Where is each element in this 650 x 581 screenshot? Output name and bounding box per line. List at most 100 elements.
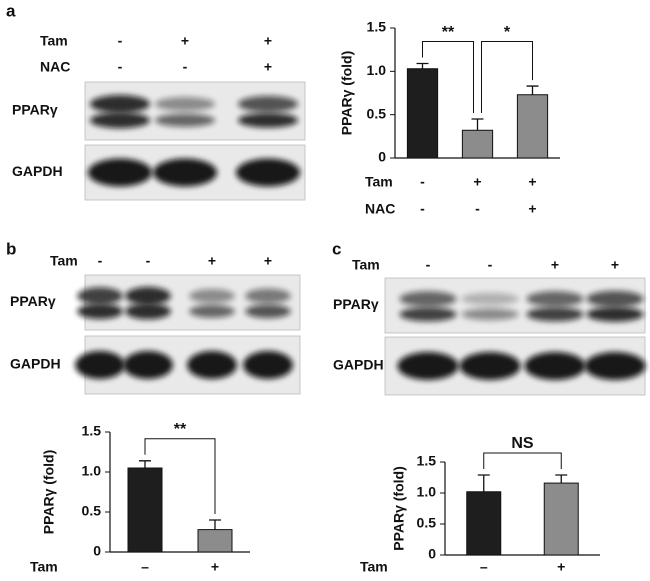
lane-sign: -	[426, 257, 431, 273]
error-bar	[471, 118, 484, 131]
band-label: GAPDH	[10, 356, 61, 372]
y-axis-label: PPARγ (fold)	[339, 51, 355, 136]
band-label: GAPDH	[12, 163, 63, 179]
significance-label: **	[174, 421, 187, 438]
bar	[461, 129, 494, 159]
significance-bracket	[481, 41, 533, 113]
error-bar	[555, 474, 568, 484]
panel-label: c	[332, 239, 341, 258]
band	[77, 303, 123, 319]
row-label: Tam	[40, 33, 68, 49]
bar	[406, 68, 439, 159]
band	[187, 351, 237, 379]
band-label: PPARγ	[12, 102, 58, 118]
lane-sign: +	[208, 253, 216, 269]
y-tick-label: 0.5	[367, 105, 387, 121]
band	[524, 352, 586, 380]
error-bar	[139, 460, 151, 468]
bar	[466, 491, 502, 556]
x-tick-label: +	[528, 174, 536, 190]
significance-bracket	[144, 438, 216, 514]
error-bar	[209, 519, 221, 530]
y-tick-label: 0	[378, 149, 386, 165]
band	[75, 351, 125, 379]
band-label: GAPDH	[333, 357, 384, 373]
x-tick-label: +	[528, 201, 536, 217]
row-label: NAC	[40, 59, 70, 75]
error-bar	[477, 474, 490, 492]
band	[397, 352, 459, 380]
band	[399, 307, 457, 322]
x-tick-label: –	[141, 559, 149, 575]
lane-sign: +	[264, 33, 272, 49]
significance-label: NS	[511, 435, 534, 452]
band	[236, 158, 300, 187]
lane-sign: -	[118, 33, 123, 49]
x-tick-label: -	[420, 201, 425, 217]
band	[243, 351, 293, 379]
band	[245, 288, 291, 304]
x-row-label: Tam	[365, 174, 393, 190]
bar	[516, 94, 549, 159]
y-tick-label: 0.5	[417, 515, 437, 531]
band	[459, 352, 521, 380]
row-label: Tam	[50, 253, 78, 269]
band	[586, 306, 644, 322]
y-tick-label: 0	[428, 546, 436, 562]
lane-sign: -	[98, 253, 103, 269]
band	[245, 304, 291, 319]
lane-sign: -	[488, 257, 493, 273]
significance-bracket	[422, 41, 474, 113]
x-row-label: Tam	[360, 559, 388, 575]
bar	[543, 482, 579, 556]
x-row-label: NAC	[365, 201, 395, 217]
band	[153, 158, 217, 187]
band	[461, 308, 519, 321]
band	[90, 112, 150, 129]
y-axis-label: PPARγ (fold)	[41, 450, 57, 535]
band	[584, 352, 646, 380]
band	[123, 351, 173, 379]
y-axis-label: PPARγ (fold)	[391, 466, 407, 551]
lane-sign: +	[611, 257, 619, 273]
band-label: PPARγ	[10, 293, 56, 309]
panel-label: a	[6, 1, 16, 20]
significance-label: *	[504, 24, 511, 41]
lane-sign: +	[181, 33, 189, 49]
y-tick-label: 0.5	[82, 503, 102, 519]
bar	[197, 529, 233, 553]
band-label: PPARγ	[333, 296, 379, 312]
band	[238, 112, 298, 128]
band	[526, 291, 584, 307]
panel-label: b	[6, 239, 16, 258]
band	[189, 304, 235, 318]
band	[77, 287, 123, 305]
lane-sign: -	[183, 59, 188, 75]
band	[155, 113, 215, 127]
x-tick-label: +	[473, 174, 481, 190]
band	[189, 288, 235, 303]
band	[526, 307, 584, 322]
lane-sign: +	[264, 59, 272, 75]
band	[88, 158, 152, 187]
y-tick-label: 0	[93, 543, 101, 559]
band	[125, 286, 171, 305]
y-tick-label: 1.5	[367, 19, 387, 35]
x-row-label: Tam	[30, 559, 58, 575]
x-tick-label: –	[480, 559, 488, 575]
lane-sign: +	[264, 253, 272, 269]
x-tick-label: +	[557, 559, 565, 575]
lane-sign: +	[551, 257, 559, 273]
y-tick-label: 1.0	[82, 463, 102, 479]
x-tick-label: +	[211, 559, 219, 575]
y-tick-label: 1.5	[82, 423, 102, 439]
y-tick-label: 1.5	[417, 453, 437, 469]
x-tick-label: -	[420, 174, 425, 190]
band	[155, 97, 215, 112]
error-bar	[416, 62, 429, 69]
y-tick-label: 1.0	[417, 484, 437, 500]
significance-label: **	[442, 24, 455, 41]
error-bar	[526, 85, 539, 95]
band	[90, 95, 150, 114]
